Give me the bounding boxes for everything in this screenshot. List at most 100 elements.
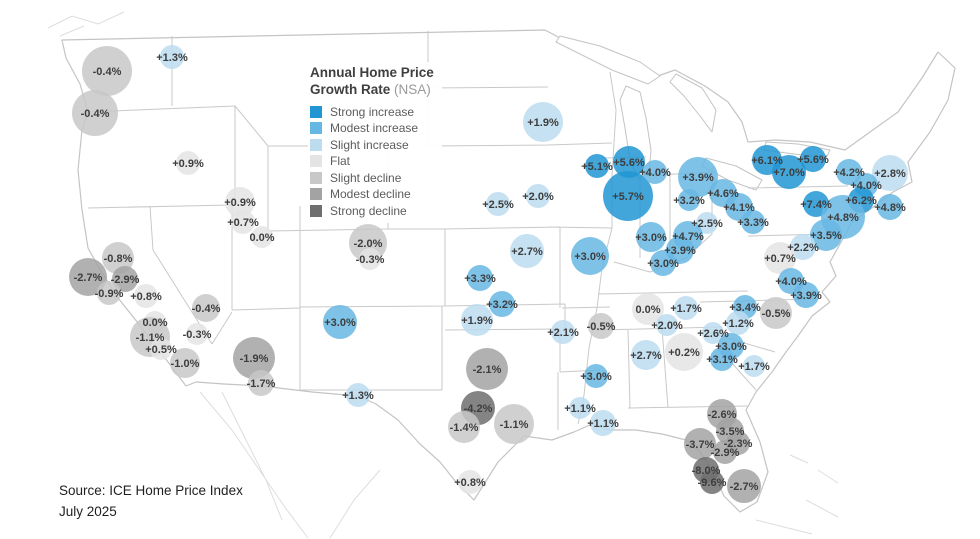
metro-bubble <box>772 155 806 189</box>
metro-bubble <box>170 348 200 378</box>
metro-value-label: +2.5% <box>691 218 723 230</box>
metro-value-label: +3.2% <box>486 299 518 311</box>
metro-bubble <box>631 340 661 370</box>
metro-value-label: +2.5% <box>482 199 514 211</box>
metro-bubble <box>800 146 826 172</box>
metro-value-label: 0.0% <box>142 317 167 329</box>
metro-value-label: +1.3% <box>156 52 188 64</box>
metro-value-label: +0.8% <box>454 477 486 489</box>
metro-value-label: +6.2% <box>845 195 877 207</box>
metro-value-label: +1.7% <box>670 303 702 315</box>
metro-bubble <box>251 226 273 248</box>
metro-bubble <box>225 187 255 217</box>
legend-item: Slight increase <box>310 137 434 154</box>
metro-bubble <box>700 470 724 494</box>
metro-bubble <box>231 210 255 234</box>
metro-bubble <box>643 160 667 184</box>
legend-swatch-slight-decline <box>310 171 322 184</box>
metro-value-label: +0.7% <box>764 253 796 265</box>
metro-bubble <box>702 322 724 344</box>
metro-bubble <box>584 364 608 388</box>
metro-value-label: -9.6% <box>698 477 727 489</box>
metro-value-label: +5.7% <box>612 191 644 203</box>
metro-bubble <box>665 333 703 371</box>
metro-value-label: +3.3% <box>737 217 769 229</box>
metro-value-label: +4.0% <box>775 276 807 288</box>
legend-swatch-modest-decline <box>310 188 322 201</box>
metro-value-label: +3.0% <box>324 317 356 329</box>
metro-value-label: -1.9% <box>240 353 269 365</box>
metro-bubble <box>760 297 792 329</box>
metro-bubble <box>248 370 274 396</box>
metro-bubble <box>726 311 750 335</box>
metro-bubble <box>590 410 616 436</box>
metro-value-label: +4.0% <box>639 167 671 179</box>
metro-bubble <box>134 284 158 308</box>
metro-bubble <box>510 234 544 268</box>
metro-value-label: +7.4% <box>800 199 832 211</box>
us-map-outline <box>61 29 956 513</box>
metro-bubble <box>872 155 908 191</box>
metro-value-label: +1.7% <box>738 361 770 373</box>
metro-value-label: +2.0% <box>522 191 554 203</box>
metro-bubble <box>632 293 664 325</box>
metro-value-label: +4.8% <box>827 212 859 224</box>
legend-item-label: Slight increase <box>330 137 409 152</box>
metro-value-label: +3.0% <box>635 232 667 244</box>
metro-value-label: +5.1% <box>581 161 613 173</box>
metro-bubble <box>486 192 510 216</box>
metro-bubble <box>656 314 678 336</box>
metro-bubble <box>526 184 550 208</box>
metro-bubble <box>72 90 118 136</box>
metro-bubble <box>713 440 737 464</box>
metro-value-label: +2.8% <box>874 168 906 180</box>
metro-value-label: -2.6% <box>708 409 737 421</box>
metro-value-label: -0.4% <box>81 108 110 120</box>
metro-value-label: +5.6% <box>797 154 829 166</box>
metro-value-label: +1.1% <box>587 418 619 430</box>
metro-value-label: -0.9% <box>95 288 124 300</box>
legend-item-label: Modest decline <box>330 187 411 202</box>
metro-value-label: +3.0% <box>715 341 747 353</box>
metro-value-label: -2.7% <box>730 481 759 493</box>
metro-value-label: -3.7% <box>686 439 715 451</box>
metro-bubble <box>97 281 121 305</box>
metro-bubble <box>69 258 107 296</box>
metro-value-label: +4.2% <box>833 167 865 179</box>
metro-value-label: 0.0% <box>635 304 660 316</box>
metro-bubble <box>466 348 508 390</box>
metro-value-label: -2.9% <box>111 274 140 286</box>
metro-value-label: +3.4% <box>729 302 761 314</box>
legend-swatch-strong-increase <box>310 105 322 118</box>
source-line2: July 2025 <box>59 503 117 519</box>
metro-bubble <box>461 304 493 336</box>
metro-value-label: +4.6% <box>707 188 739 200</box>
metro-value-label: -0.3% <box>356 254 385 266</box>
metro-bubble <box>102 242 134 274</box>
metro-bubble <box>636 222 666 252</box>
metro-value-label: +3.1% <box>706 354 738 366</box>
metro-value-label: +0.9% <box>172 158 204 170</box>
metro-value-label: +2.1% <box>547 327 579 339</box>
coastline-hints <box>47 11 839 539</box>
legend-title-line1: Annual Home Price <box>310 65 434 80</box>
metro-value-label: -0.5% <box>587 321 616 333</box>
metro-bubble <box>551 320 575 344</box>
metro-value-label: -4.2% <box>464 403 493 415</box>
metro-bubble <box>458 470 482 494</box>
metro-bubble <box>793 282 819 308</box>
metro-bubble <box>176 151 200 175</box>
metro-value-label: +3.2% <box>673 195 705 207</box>
metro-value-label: +2.2% <box>787 242 819 254</box>
metro-bubble <box>710 347 734 371</box>
metro-value-label: +7.0% <box>773 167 805 179</box>
metro-bubble <box>790 234 816 260</box>
legend-item: Flat <box>310 153 434 170</box>
metro-bubble <box>613 146 645 178</box>
metro-value-label: +0.5% <box>145 344 177 356</box>
legend-swatch-slight-increase <box>310 138 322 151</box>
legend-item: Strong decline <box>310 203 434 220</box>
metro-value-label: +3.0% <box>574 251 606 263</box>
metro-value-label: +1.2% <box>722 318 754 330</box>
metro-bubble <box>467 265 493 291</box>
